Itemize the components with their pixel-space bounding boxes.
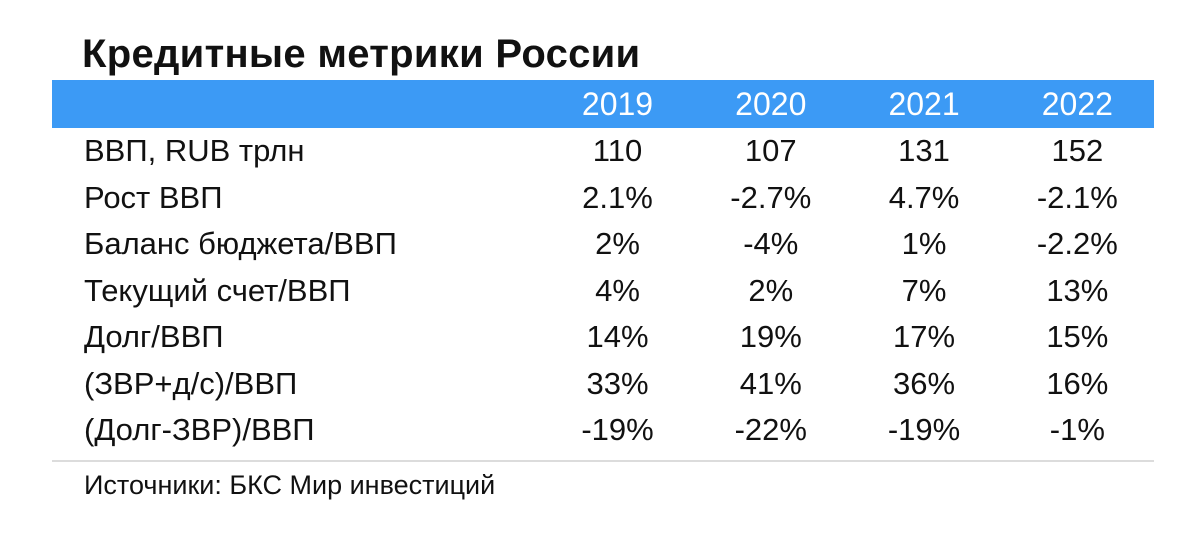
page-title: Кредитные метрики России (82, 32, 641, 76)
table-cell: -22% (734, 412, 807, 448)
table-cell: 13% (1046, 272, 1109, 308)
table-row: (ЗВР+д/с)/ВВП 33% 41% 36% 16% (52, 361, 1154, 408)
table-row: Рост ВВП 2.1% -2.7% 4.7% -2.1% (52, 175, 1154, 222)
table-cell: 41% (739, 365, 802, 401)
table-cell: 4.7% (888, 179, 960, 215)
row-label: (ЗВР+д/с)/ВВП (84, 365, 298, 401)
table-cell: 107 (744, 133, 797, 169)
table-cell: -19% (581, 412, 654, 448)
table-row: Текущий счет/ВВП 4% 2% 7% 13% (52, 268, 1154, 315)
table-bottom-divider (52, 459, 1154, 462)
header-cell-label (52, 80, 541, 128)
header-cell-2021: 2021 (888, 85, 960, 122)
header-cell-2019: 2019 (581, 85, 654, 122)
table-row: Баланс бюджета/ВВП 2% -4% 1% -2.2% (52, 221, 1154, 268)
header-cell-2020: 2020 (735, 85, 807, 122)
table-cell: 1% (901, 226, 947, 262)
table-header-row: 2019 2020 2021 2022 (52, 80, 1154, 128)
table-cell: 15% (1046, 319, 1109, 355)
table-cell: 110 (592, 133, 643, 169)
table-cell: -19% (887, 412, 961, 448)
row-label: Баланс бюджета/ВВП (84, 226, 397, 262)
table-cell: 16% (1046, 365, 1109, 401)
table-cell: -2.2% (1036, 226, 1118, 262)
table-cell: -1% (1049, 412, 1105, 448)
row-label: ВВП, RUB трлн (84, 133, 305, 169)
row-label: Долг/ВВП (84, 319, 224, 355)
row-label: (Долг-ЗВР)/ВВП (84, 412, 315, 448)
table-cell: 2% (595, 226, 640, 262)
table-cell: 36% (893, 365, 956, 401)
credit-metrics-panel: Кредитные метрики России 2019 2020 2021 … (52, 28, 1154, 501)
table-cell: 4% (595, 272, 640, 308)
row-label: Текущий счет/ВВП (84, 272, 351, 308)
table-cell: 131 (898, 133, 950, 169)
table-cell: 14% (586, 319, 649, 355)
metrics-table: 2019 2020 2021 2022 ВВП, RUB трлн 110 10… (52, 80, 1154, 454)
row-label: Рост ВВП (84, 179, 223, 215)
header-cell-2022: 2022 (1041, 85, 1113, 122)
table-row: Долг/ВВП 14% 19% 17% 15% (52, 314, 1154, 361)
table-row: ВВП, RUB трлн 110 107 131 152 (52, 128, 1154, 175)
table-cell: 152 (1051, 133, 1104, 169)
table-cell: 2% (748, 272, 794, 308)
table-row: (Долг-ЗВР)/ВВП -19% -22% -19% -1% (52, 407, 1154, 454)
table-cell: 17% (893, 319, 956, 355)
source-note: Источники: БКС Мир инвестиций (84, 469, 496, 500)
table-cell: 19% (739, 319, 802, 355)
table-cell: -2.1% (1036, 179, 1118, 215)
table-cell: -4% (743, 226, 799, 262)
table-cell: 7% (901, 272, 947, 308)
table-cell: 2.1% (582, 179, 653, 215)
table-cell: 33% (586, 365, 649, 401)
table-cell: -2.7% (730, 179, 812, 215)
